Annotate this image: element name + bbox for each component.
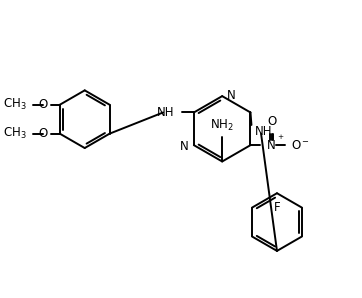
Text: N: N xyxy=(267,139,276,152)
Text: CH$_3$: CH$_3$ xyxy=(3,97,27,112)
Text: NH: NH xyxy=(255,125,273,138)
Text: O: O xyxy=(38,127,47,140)
Text: CH$_3$: CH$_3$ xyxy=(3,126,27,141)
Text: F: F xyxy=(274,201,280,214)
Text: $^+$: $^+$ xyxy=(277,134,285,145)
Text: NH$_2$: NH$_2$ xyxy=(210,117,234,133)
Text: NH: NH xyxy=(157,106,174,119)
Text: O: O xyxy=(267,115,276,128)
Text: O: O xyxy=(38,98,47,111)
Text: N: N xyxy=(180,140,189,153)
Text: N: N xyxy=(227,89,236,102)
Text: O$^-$: O$^-$ xyxy=(291,139,310,152)
